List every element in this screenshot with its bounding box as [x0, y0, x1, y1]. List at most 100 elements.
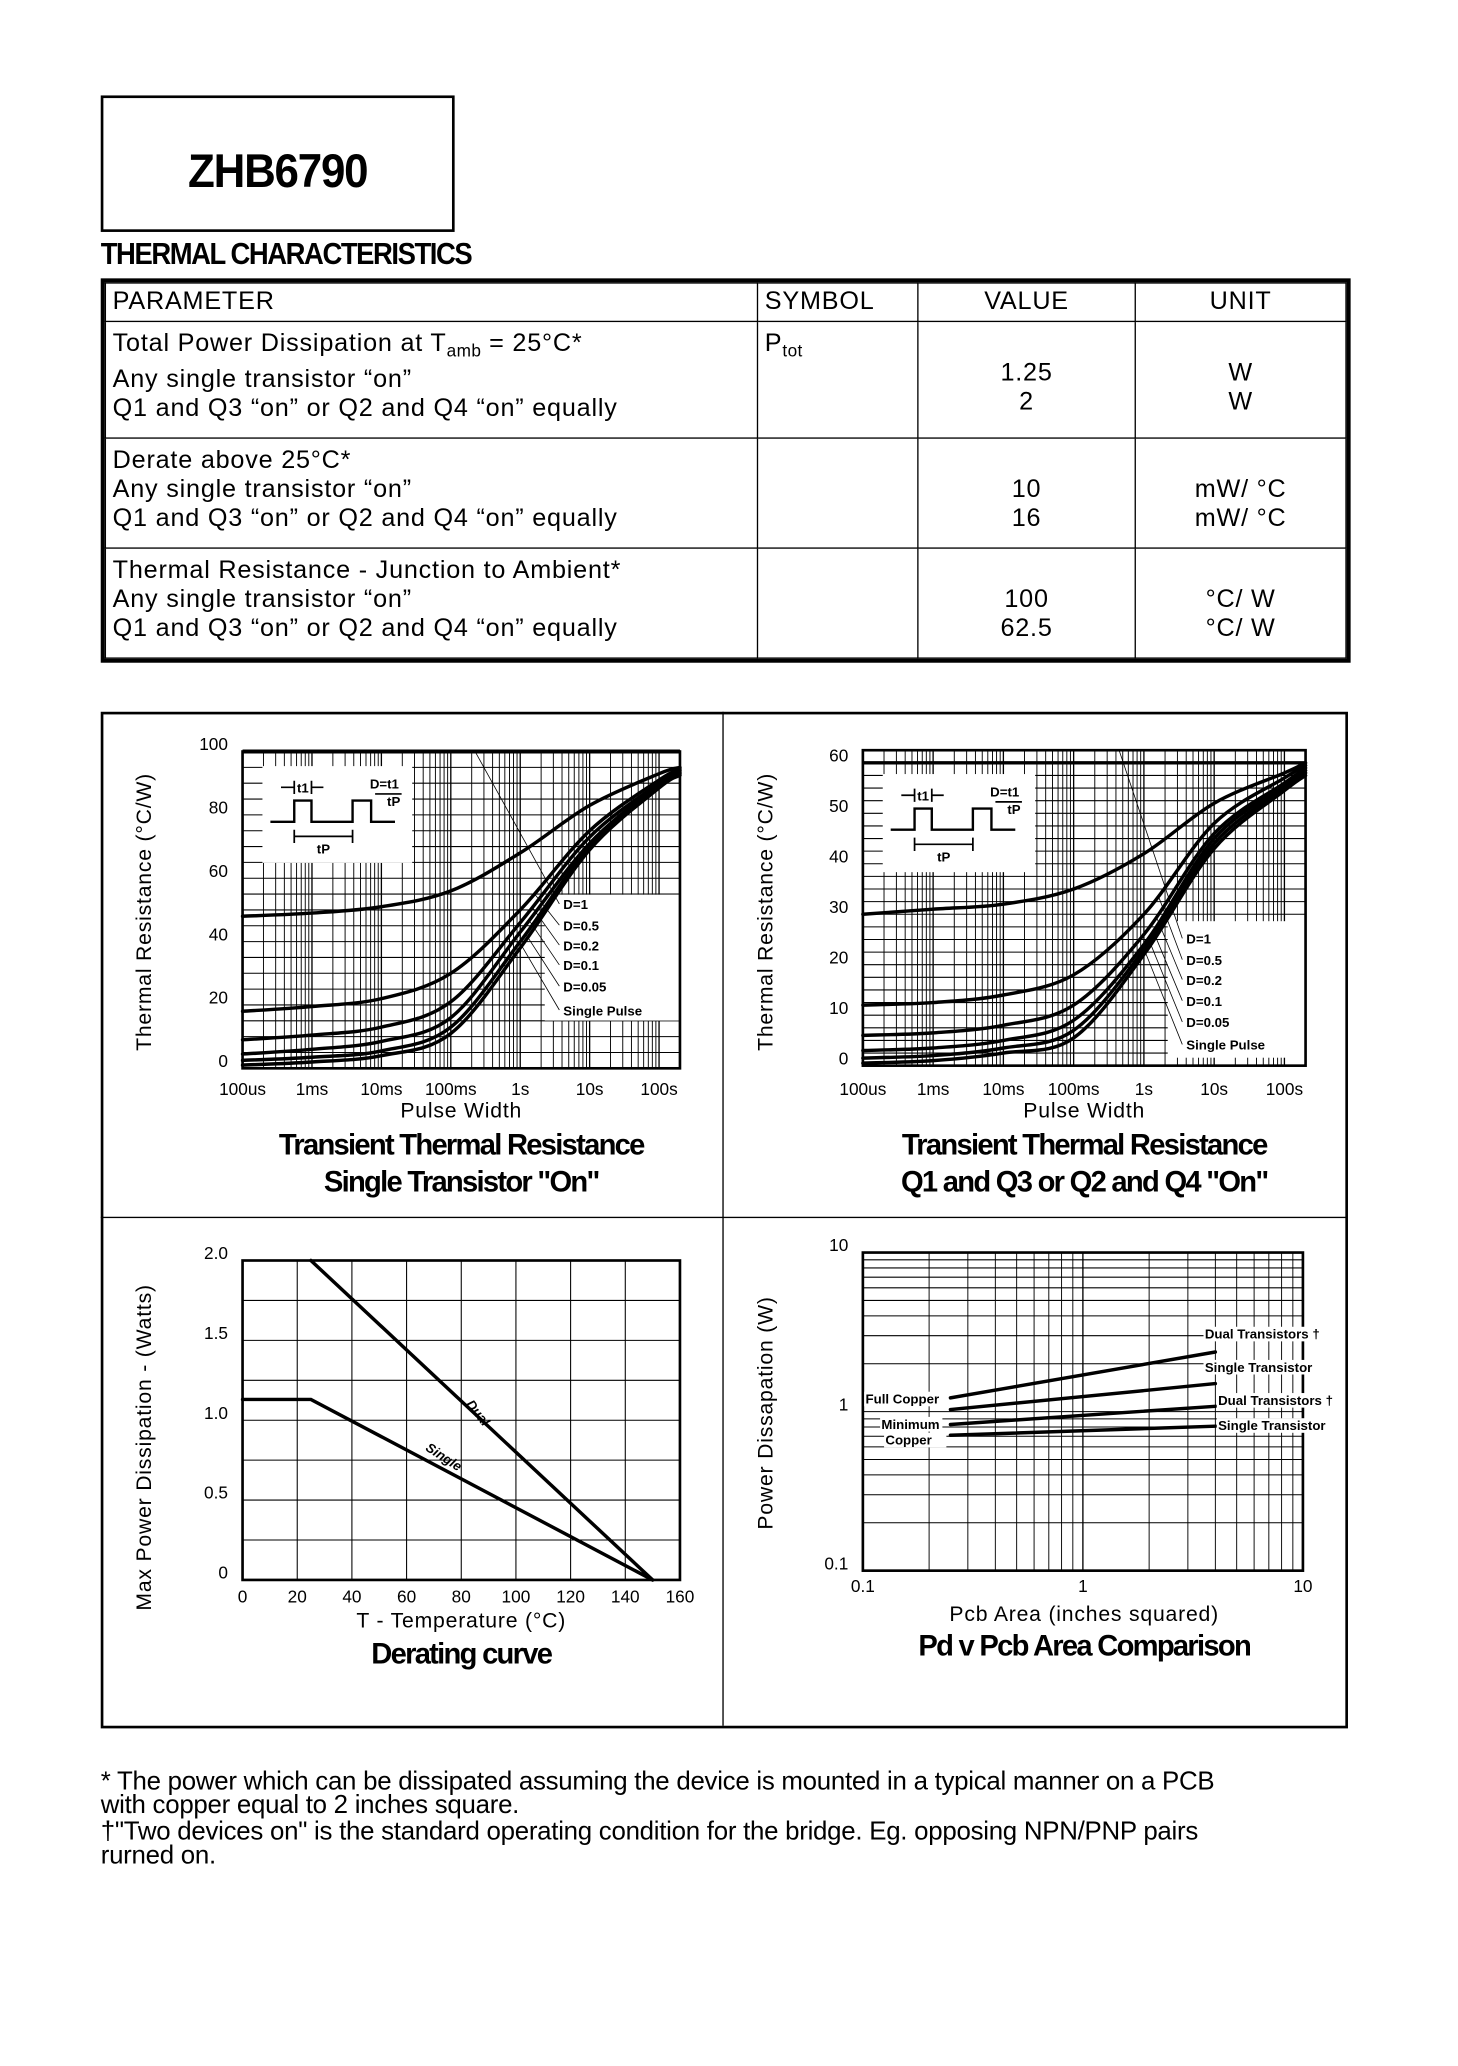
- x-tick-label: 100s: [640, 1079, 677, 1099]
- x-axis-label: T - Temperature (°C): [356, 1610, 566, 1633]
- thermal-characteristics-table: PARAMETER SYMBOL VALUE UNIT Total Power …: [100, 278, 1351, 663]
- value: 100: [1004, 586, 1049, 614]
- plot-frame: [241, 1259, 682, 1582]
- x-tick-label: 40: [342, 1586, 361, 1606]
- x-tick-label: 10: [1293, 1576, 1312, 1596]
- t1-label: t1: [297, 781, 309, 796]
- value: 1.25: [1000, 359, 1053, 388]
- x-tick-label: 1: [1078, 1576, 1088, 1596]
- table-row: Thermal Resistance - Junction to Ambient…: [104, 547, 1347, 659]
- legend-leader: [1151, 847, 1183, 939]
- legend-label-d-0-1: D=0.1: [1186, 994, 1222, 1009]
- legend-leader: [1145, 952, 1183, 1045]
- series-line-single-transistor: [948, 1381, 1218, 1412]
- y-tick-label: 40: [209, 924, 228, 944]
- tp-label: tP: [937, 850, 950, 865]
- y-tick-label: 0: [218, 1051, 228, 1071]
- pulse-arrows: [280, 780, 402, 843]
- chart-4: [861, 1251, 1337, 1572]
- series-line-d-0-5: [861, 763, 1308, 1007]
- series-label: Single Transistor: [1218, 1418, 1326, 1433]
- label-background: [1203, 1359, 1310, 1375]
- label-background: [880, 1416, 943, 1432]
- table-row: Total Power Dissipation at Tamb = 25°C* …: [104, 320, 1347, 440]
- legend-label-d-1: D=1: [563, 897, 588, 912]
- value: 10: [1011, 476, 1042, 505]
- legend-label-d-1: D=1: [1186, 932, 1211, 947]
- series-line-d-1: [240, 765, 682, 918]
- x-tick-label: 100us: [839, 1079, 886, 1099]
- legend-label-d-0-5: D=0.5: [1186, 953, 1222, 968]
- series-line-d-0-5: [240, 767, 682, 1014]
- y-tick-label: 80: [209, 798, 228, 818]
- symbol: P: [764, 330, 783, 358]
- label-background: [1216, 1418, 1337, 1433]
- unit: W: [1228, 359, 1253, 388]
- series-label: Dual Transistors †: [1218, 1393, 1333, 1408]
- series-label: Dual Transistors †: [1205, 1327, 1320, 1342]
- chart-title: Transient Thermal Resistance: [902, 1129, 1268, 1161]
- y-tick-label: 60: [829, 745, 848, 765]
- y-tick-label: 2.0: [204, 1243, 228, 1263]
- parameter-title: Derate above 25°C*: [112, 447, 352, 476]
- unit-cell: mW/ °C mW/ °C: [1134, 437, 1347, 550]
- divider: [722, 711, 724, 1726]
- y-tick-label: 100: [199, 734, 228, 754]
- legend-leader: [525, 933, 560, 987]
- value-cell: 100 62.5: [917, 547, 1136, 659]
- chart-title: Pd v Pcb Area Comparison: [918, 1630, 1250, 1662]
- unit: W: [1228, 388, 1253, 417]
- series-line-single-transistor: [948, 1424, 1218, 1437]
- pulse-arrows: [901, 788, 1022, 851]
- series-line-d-0-2: [240, 768, 682, 1042]
- chart-title: Single Transistor "On": [324, 1167, 599, 1199]
- legend-leader: [521, 945, 560, 1011]
- parameter-title: Total Power Dissipation at T: [112, 330, 447, 358]
- x-tick-label: 10s: [1200, 1079, 1228, 1099]
- y-axis-label: Thermal Resistance (°C/W): [755, 773, 778, 1051]
- y-axis-label: Max Power Dissipation - (Watts): [133, 1284, 156, 1610]
- value-cell: 10 16: [917, 437, 1136, 550]
- series-line-dual: [309, 1258, 655, 1582]
- label-background: [1203, 1326, 1310, 1342]
- symbol-cell: [756, 437, 919, 550]
- footnote: * The power which can be dissipated assu…: [100, 1766, 1215, 1796]
- series-line-d-0-1: [861, 768, 1308, 1053]
- y-tick-label: 0.1: [824, 1553, 848, 1573]
- part-number: ZHB6790: [187, 143, 369, 198]
- chart-1: [240, 749, 682, 1070]
- table-row: Derate above 25°C* Any single transistor…: [104, 437, 1347, 550]
- x-tick-label: 100s: [1266, 1079, 1303, 1099]
- duty-denominator-label: tP: [1007, 802, 1020, 817]
- legend-label-d-0-2: D=0.2: [1186, 973, 1222, 988]
- legend-leader: [1149, 941, 1183, 1023]
- legend-label-d-0-5: D=0.5: [563, 918, 599, 933]
- series-line-single: [240, 1397, 655, 1582]
- unit: mW/ °C: [1194, 505, 1287, 534]
- parameter-line: Q1 and Q3 “on” or Q2 and Q4 “on” equally: [112, 615, 618, 644]
- x-tick-label: 10ms: [982, 1079, 1024, 1099]
- legend-label-d-0-05: D=0.05: [563, 979, 606, 994]
- y-axis-label: Thermal Resistance (°C/W): [133, 773, 156, 1051]
- parameter-condition: = 25°C*: [481, 330, 583, 358]
- subscript: amb: [446, 340, 482, 361]
- pulse-diagram-inset: [882, 774, 1036, 873]
- legend-label-d-0-2: D=0.2: [563, 938, 599, 953]
- chart-3: [240, 1258, 682, 1582]
- tp-label: tP: [317, 842, 330, 857]
- y-tick-label: 20: [829, 947, 848, 967]
- x-tick-label: 100us: [219, 1079, 266, 1099]
- y-tick-label: 1: [839, 1394, 849, 1414]
- y-tick-label: 0.5: [204, 1483, 228, 1503]
- x-tick-label: 80: [452, 1586, 471, 1606]
- x-tick-label: 0.1: [851, 1576, 875, 1596]
- plot-frame: [861, 748, 1307, 1067]
- footnote: rurned on.: [100, 1841, 216, 1871]
- parameter-cell: Derate above 25°C* Any single transistor…: [104, 437, 759, 550]
- parameter-line: Q1 and Q3 “on” or Q2 and Q4 “on” equally: [112, 394, 618, 423]
- value: 62.5: [1000, 615, 1053, 644]
- unit-cell: °C/ W °C/ W: [1134, 547, 1347, 659]
- copper-group-label: Copper: [885, 1433, 931, 1448]
- y-tick-label: 50: [829, 796, 848, 816]
- y-tick-label: 30: [829, 897, 848, 917]
